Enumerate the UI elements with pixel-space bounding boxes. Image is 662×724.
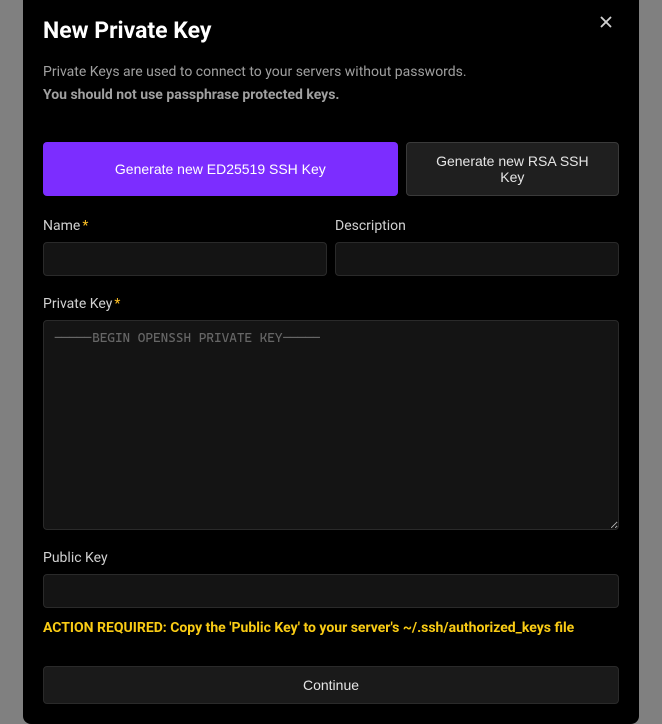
name-label-text: Name [43,218,80,234]
public-key-input[interactable] [43,574,619,608]
required-star: * [82,218,88,234]
name-description-row: Name* Description [43,218,619,276]
private-key-label: Private Key* [43,296,619,312]
private-key-group: Private Key* [43,296,619,530]
generate-ed25519-button[interactable]: Generate new ED25519 SSH Key [43,142,398,196]
description-label: Description [335,218,619,234]
private-key-textarea[interactable] [43,320,619,530]
public-key-label: Public Key [43,550,619,566]
modal-title: New Private Key [43,17,211,44]
description-input[interactable] [335,242,619,276]
generate-button-row: Generate new ED25519 SSH Key Generate ne… [43,142,619,196]
modal-description: Private Keys are used to connect to your… [43,62,619,83]
action-required-text: ACTION REQUIRED: Copy the 'Public Key' t… [43,620,619,636]
name-group: Name* [43,218,327,276]
required-star: * [114,296,120,312]
new-private-key-modal: New Private Key Private Keys are used to… [23,0,639,724]
close-button[interactable] [593,9,619,35]
description-group: Description [335,218,619,276]
modal-header: New Private Key [43,9,619,44]
continue-button[interactable]: Continue [43,666,619,704]
modal-warning: You should not use passphrase protected … [43,85,619,106]
name-label: Name* [43,218,327,234]
name-input[interactable] [43,242,327,276]
private-key-label-text: Private Key [43,296,112,312]
close-icon [597,13,615,31]
generate-rsa-button[interactable]: Generate new RSA SSH Key [406,142,619,196]
public-key-group: Public Key [43,550,619,608]
